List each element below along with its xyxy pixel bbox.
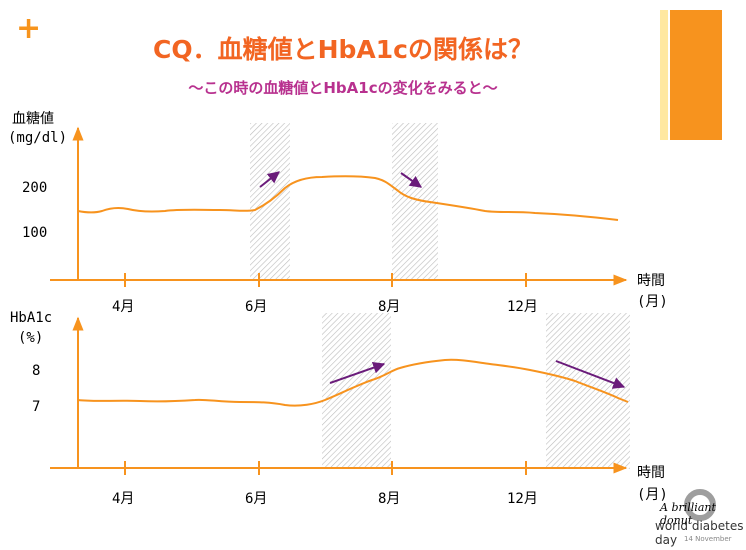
chart1-ylabel-line2: (mg/dl) — [8, 130, 68, 146]
chart2-hba1c-line — [77, 358, 629, 407]
decor-bar-yellow — [660, 10, 668, 140]
chart2-xlabel-line2: (月) — [637, 487, 668, 503]
chart2-ylabel-line2: (%) — [18, 330, 44, 346]
page-title: CQ．血糖値とHbA1cの関係は？ — [153, 35, 533, 64]
chart2-ytick-7: 7 — [32, 399, 41, 415]
chart2-fall-arrow — [555, 360, 626, 389]
chart2-ytick-8: 8 — [32, 363, 41, 379]
logo-date: 14 November — [684, 535, 732, 543]
page-subtitle: 〜この時の血糖値とHbA1cの変化をみると〜 — [188, 79, 498, 97]
chart2-xlabel-line1: 時間 — [637, 465, 665, 481]
chart1-xtick-label-8: 8月 — [378, 299, 401, 315]
chart1-ytick-200: 200 — [22, 180, 48, 196]
chart1-rise-arrow — [259, 171, 280, 188]
chart1-xtick-label-6: 6月 — [245, 299, 268, 315]
chart1-fall-arrow — [400, 172, 422, 188]
chart1-ytick-100: 100 — [22, 225, 48, 241]
chart2-shade-rise — [322, 313, 391, 469]
decor-bar-orange — [670, 10, 722, 140]
chart2-rise-arrow — [329, 361, 386, 384]
chart1-ylabel-line1: 血糖値 — [12, 111, 54, 127]
chart2-xtick-label-12: 12月 — [507, 491, 538, 507]
chart2-shade-fall — [546, 313, 630, 469]
plus-icon: + — [16, 11, 42, 46]
chart1-shade-fall — [392, 123, 438, 279]
chart2-ylabel-line1: HbA1c — [10, 310, 53, 326]
chart2-xtick-label-4: 4月 — [112, 491, 135, 507]
chart2-xtick-label-8: 8月 — [378, 491, 401, 507]
chart1-xlabel-line1: 時間 — [637, 273, 665, 289]
logo-tagline: A brilliant donut — [660, 501, 716, 527]
chart1-xtick-label-4: 4月 — [112, 299, 135, 315]
chart1-glucose-line — [77, 175, 619, 221]
logo-ring-icon — [684, 489, 716, 521]
chart1-xlabel-line2: (月) — [637, 294, 668, 310]
chart1-xtick-label-12: 12月 — [507, 299, 538, 315]
logo-name: world diabetes day — [655, 519, 744, 547]
chart2-xtick-label-6: 6月 — [245, 491, 268, 507]
